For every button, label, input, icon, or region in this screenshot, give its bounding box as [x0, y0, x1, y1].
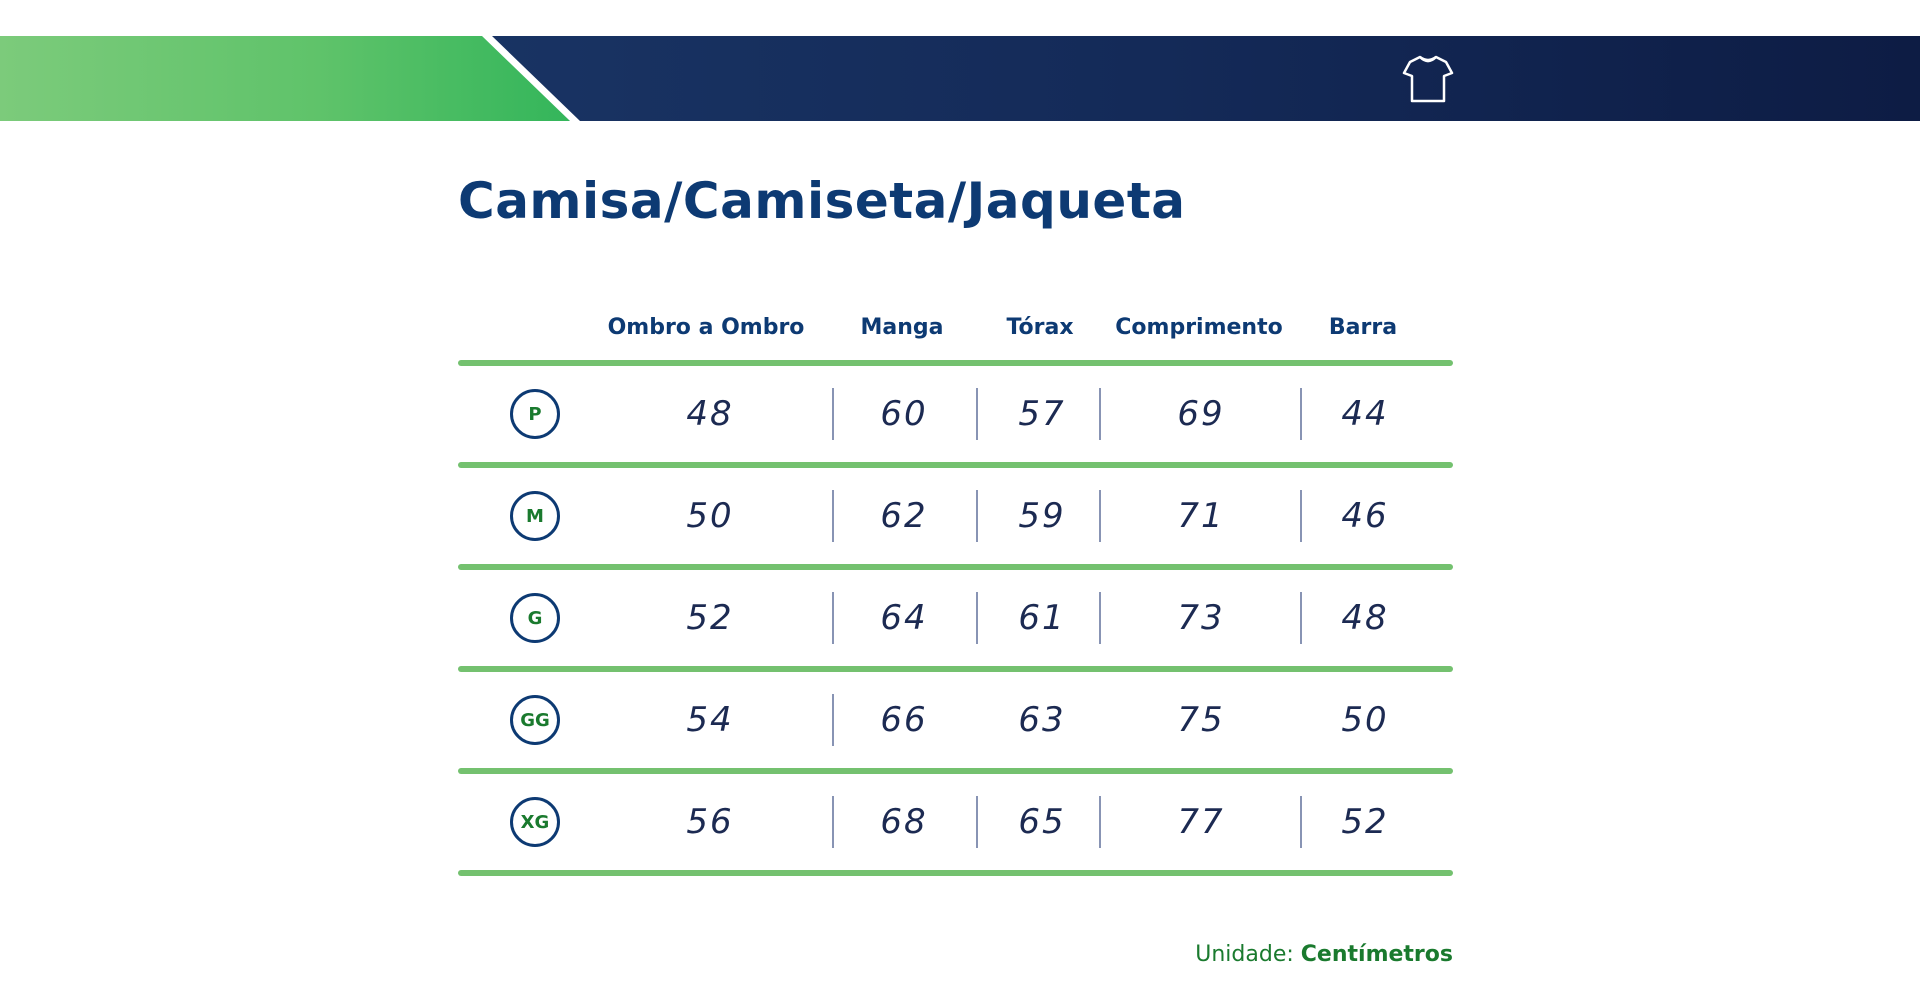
column-header-ombro: Ombro a Ombro — [607, 315, 805, 340]
column-header-manga: Manga — [860, 315, 944, 340]
cell-ombro: 52 — [686, 598, 734, 638]
tshirt-icon — [1402, 55, 1454, 103]
column-separator — [832, 796, 834, 848]
table-rule — [458, 870, 1453, 876]
cell-comprimento: 71 — [1177, 496, 1225, 536]
column-header-comprimento: Comprimento — [1115, 315, 1283, 340]
column-separator — [832, 592, 834, 644]
column-separator — [1099, 592, 1101, 644]
table-row: G 52 64 61 73 48 — [458, 570, 1453, 666]
cell-ombro: 56 — [686, 802, 734, 842]
table-row: P 48 60 57 69 44 — [458, 366, 1453, 462]
cell-manga: 66 — [880, 700, 928, 740]
column-separator — [1099, 796, 1101, 848]
table-rule — [458, 768, 1453, 774]
cell-comprimento: 77 — [1177, 802, 1225, 842]
column-separator — [1300, 490, 1302, 542]
column-separator — [976, 388, 978, 440]
table-row: M 50 62 59 71 46 — [458, 468, 1453, 564]
banner-green-band — [0, 36, 570, 121]
size-badge: M — [510, 491, 560, 541]
column-separator — [976, 592, 978, 644]
page-title: Camisa/Camiseta/Jaqueta — [458, 172, 1186, 230]
cell-ombro: 48 — [686, 394, 734, 434]
table-rule — [458, 462, 1453, 468]
column-separator — [832, 388, 834, 440]
table-rule — [458, 360, 1453, 366]
cell-manga: 62 — [880, 496, 928, 536]
column-separator — [1099, 388, 1101, 440]
table-header: Ombro a Ombro Manga Tórax Comprimento Ba… — [458, 300, 1453, 360]
column-separator — [1300, 388, 1302, 440]
cell-ombro: 50 — [686, 496, 734, 536]
size-badge: P — [510, 389, 560, 439]
cell-comprimento: 75 — [1177, 700, 1225, 740]
cell-torax: 63 — [1018, 700, 1066, 740]
column-separator — [1300, 796, 1302, 848]
size-table: Ombro a Ombro Manga Tórax Comprimento Ba… — [458, 300, 1453, 876]
column-separator — [976, 490, 978, 542]
cell-torax: 57 — [1018, 394, 1066, 434]
cell-barra: 52 — [1341, 802, 1389, 842]
size-badge: G — [510, 593, 560, 643]
cell-manga: 64 — [880, 598, 928, 638]
column-separator — [1300, 592, 1302, 644]
cell-torax: 59 — [1018, 496, 1066, 536]
cell-manga: 60 — [880, 394, 928, 434]
cell-torax: 65 — [1018, 802, 1066, 842]
size-badge: XG — [510, 797, 560, 847]
table-rule — [458, 564, 1453, 570]
cell-barra: 50 — [1341, 700, 1389, 740]
table-rule — [458, 666, 1453, 672]
size-badge: GG — [510, 695, 560, 745]
column-separator — [1099, 490, 1101, 542]
table-row: XG 56 68 65 77 52 — [458, 774, 1453, 870]
unit-value: Centímetros — [1300, 942, 1453, 967]
cell-barra: 44 — [1341, 394, 1389, 434]
column-header-torax: Tórax — [1006, 315, 1074, 340]
cell-comprimento: 73 — [1177, 598, 1225, 638]
column-separator — [976, 796, 978, 848]
cell-torax: 61 — [1018, 598, 1066, 638]
column-header-barra: Barra — [1328, 315, 1398, 340]
cell-comprimento: 69 — [1177, 394, 1225, 434]
cell-barra: 48 — [1341, 598, 1389, 638]
unit-note: Unidade: Centímetros — [1195, 942, 1453, 967]
cell-barra: 46 — [1341, 496, 1389, 536]
unit-label: Unidade: — [1195, 942, 1294, 967]
cell-manga: 68 — [880, 802, 928, 842]
column-separator — [832, 490, 834, 542]
column-separator — [832, 694, 834, 746]
cell-ombro: 54 — [686, 700, 734, 740]
header-banner — [0, 36, 1920, 121]
table-row: GG 54 66 63 75 50 — [458, 672, 1453, 768]
